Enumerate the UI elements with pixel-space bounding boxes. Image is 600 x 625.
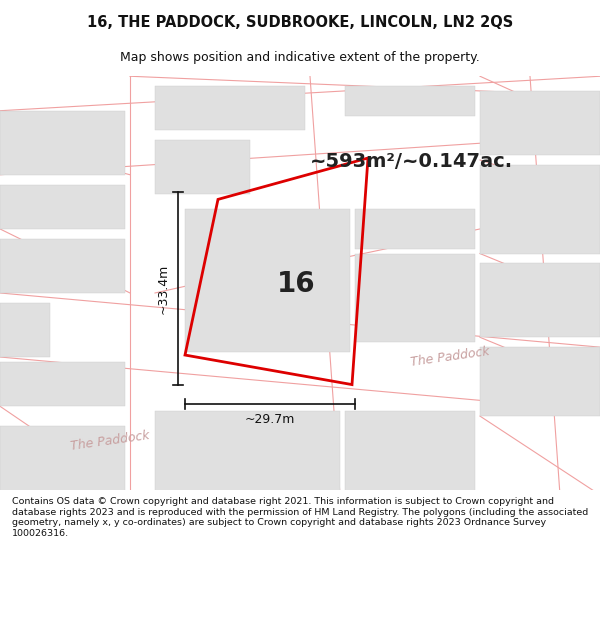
Bar [480,91,600,155]
Bar [0,303,50,357]
Bar [355,254,475,343]
Bar [355,209,475,249]
Text: ~33.4m: ~33.4m [157,263,170,314]
Bar [480,263,600,338]
Text: 16, THE PADDOCK, SUDBROOKE, LINCOLN, LN2 2QS: 16, THE PADDOCK, SUDBROOKE, LINCOLN, LN2… [87,16,513,31]
Bar [185,209,350,352]
Bar [480,347,600,416]
Text: Map shows position and indicative extent of the property.: Map shows position and indicative extent… [120,51,480,64]
Text: Contains OS data © Crown copyright and database right 2021. This information is : Contains OS data © Crown copyright and d… [12,498,588,538]
Bar [155,140,250,194]
Bar [345,411,475,495]
Bar [480,165,600,254]
Text: The Paddock: The Paddock [410,345,490,369]
Bar [155,411,340,495]
Bar [0,426,125,495]
Bar [345,86,475,116]
Bar [0,111,125,175]
Text: The Paddock: The Paddock [70,429,151,452]
Bar [155,86,305,131]
Text: 16: 16 [277,270,315,298]
Text: ~593m²/~0.147ac.: ~593m²/~0.147ac. [310,152,513,171]
Bar [0,239,125,293]
Text: ~29.7m: ~29.7m [245,412,295,426]
Bar [0,184,125,229]
Bar [0,362,125,406]
